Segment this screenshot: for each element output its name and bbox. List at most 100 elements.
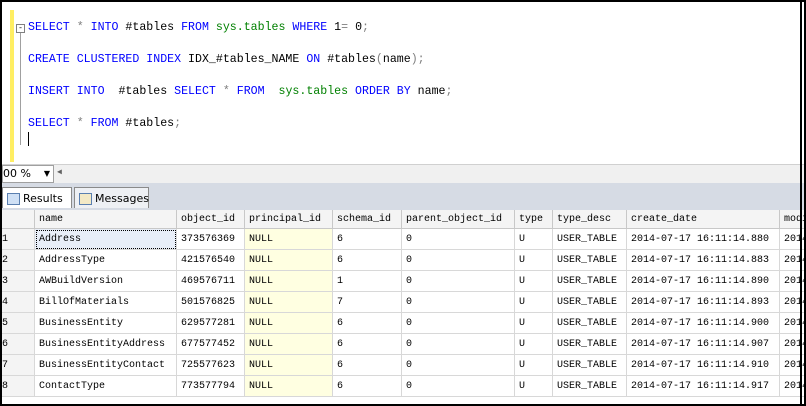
column-header[interactable]: object_id xyxy=(177,210,245,229)
grid-cell[interactable]: U xyxy=(515,250,553,271)
grid-cell[interactable]: U xyxy=(515,355,553,376)
grid-cell[interactable]: NULL xyxy=(245,250,333,271)
grid-cell[interactable]: USER_TABLE xyxy=(553,334,627,355)
grid-cell[interactable]: 2014-07-17 16:11:14.893 xyxy=(627,292,780,313)
grid-cell[interactable]: NULL xyxy=(245,292,333,313)
grid-cell[interactable]: USER_TABLE xyxy=(553,271,627,292)
grid-cell[interactable]: 629577281 xyxy=(177,313,245,334)
grid-cell[interactable]: U xyxy=(515,229,553,250)
grid-cell[interactable]: 773577794 xyxy=(177,376,245,397)
grid-cell[interactable]: 0 xyxy=(402,355,515,376)
column-header[interactable]: schema_id xyxy=(333,210,402,229)
grid-cell[interactable]: NULL xyxy=(245,376,333,397)
grid-cell[interactable]: BillOfMaterials xyxy=(35,292,177,313)
caret xyxy=(28,132,29,146)
code-token: ; xyxy=(362,21,369,34)
grid-cell[interactable]: 2014 xyxy=(780,271,804,292)
column-header[interactable]: name xyxy=(35,210,177,229)
grid-cell[interactable]: 6 xyxy=(333,334,402,355)
code-token: FROM xyxy=(90,117,126,130)
grid-cell[interactable]: 7 xyxy=(333,292,402,313)
grid-cell[interactable]: 501576825 xyxy=(177,292,245,313)
column-header[interactable]: modi xyxy=(780,210,804,229)
result-tab[interactable]: Results xyxy=(2,187,72,208)
grid-cell[interactable]: 2014-07-17 16:11:14.917 xyxy=(627,376,780,397)
grid-cell[interactable]: 6 xyxy=(333,229,402,250)
scroll-left[interactable]: ◀ xyxy=(57,168,62,177)
result-tab[interactable]: Messages xyxy=(74,187,149,208)
column-header[interactable]: create_date xyxy=(627,210,780,229)
code-token: INTO xyxy=(90,21,119,34)
grid-cell[interactable]: USER_TABLE xyxy=(553,292,627,313)
grid-cell[interactable]: BusinessEntityAddress xyxy=(35,334,177,355)
grid-cell[interactable]: USER_TABLE xyxy=(553,250,627,271)
splitter xyxy=(800,2,802,404)
outline-line xyxy=(20,33,21,145)
grid-cell[interactable]: 2014-07-17 16:11:14.907 xyxy=(627,334,780,355)
grid-cell[interactable]: 725577623 xyxy=(177,355,245,376)
grid-cell[interactable]: 2014-07-17 16:11:14.880 xyxy=(627,229,780,250)
grid-cell[interactable]: 2014 xyxy=(780,376,804,397)
column-header[interactable]: principal_id xyxy=(245,210,333,229)
grid-cell[interactable]: 6 xyxy=(333,355,402,376)
grid-cell[interactable]: U xyxy=(515,292,553,313)
grid-cell[interactable]: 6 xyxy=(333,376,402,397)
grid-cell[interactable]: 421576540 xyxy=(177,250,245,271)
grid-cell[interactable]: USER_TABLE xyxy=(553,376,627,397)
grid-cell[interactable]: NULL xyxy=(245,334,333,355)
grid-cell[interactable]: 1 xyxy=(333,271,402,292)
grid-cell[interactable]: AWBuildVersion xyxy=(35,271,177,292)
grid-cell[interactable]: 2014 xyxy=(780,292,804,313)
grid-cell[interactable]: 0 xyxy=(402,292,515,313)
grid-cell[interactable]: Address xyxy=(35,229,177,250)
grid-cell[interactable]: 2014 xyxy=(780,250,804,271)
grid-cell[interactable]: NULL xyxy=(245,271,333,292)
code-token: sys.tables xyxy=(215,21,293,34)
grid-cell[interactable]: USER_TABLE xyxy=(553,229,627,250)
tab-label: Results xyxy=(23,192,63,205)
grid-cell[interactable]: U xyxy=(515,334,553,355)
zoom-arrow[interactable]: ▼ xyxy=(43,169,50,178)
column-header[interactable]: type_desc xyxy=(553,210,627,229)
collapse-box[interactable]: - xyxy=(16,24,25,33)
grid-cell[interactable]: U xyxy=(515,271,553,292)
grid-cell[interactable]: 2014-07-17 16:11:14.900 xyxy=(627,313,780,334)
grid-cell[interactable]: 2014-07-17 16:11:14.883 xyxy=(627,250,780,271)
grid-cell[interactable]: 6 xyxy=(333,250,402,271)
grid-cell[interactable]: U xyxy=(515,376,553,397)
grid-cell[interactable]: 0 xyxy=(402,271,515,292)
tab-label: Messages xyxy=(95,192,149,205)
code-token: FROM xyxy=(236,85,272,98)
code-token: ; xyxy=(174,117,182,130)
grid-cell[interactable]: 0 xyxy=(402,334,515,355)
grid-cell[interactable]: 2014 xyxy=(780,334,804,355)
grid-cell[interactable]: USER_TABLE xyxy=(553,355,627,376)
grid-cell[interactable]: 373576369 xyxy=(177,229,245,250)
row-number: 4 xyxy=(2,292,35,313)
corner-header xyxy=(2,210,35,229)
grid-cell[interactable]: NULL xyxy=(245,313,333,334)
grid-cell[interactable]: AddressType xyxy=(35,250,177,271)
grid-cell[interactable]: ContactType xyxy=(35,376,177,397)
grid-cell[interactable]: 469576711 xyxy=(177,271,245,292)
grid-cell[interactable]: 6 xyxy=(333,313,402,334)
grid-cell[interactable]: 0 xyxy=(402,250,515,271)
grid-cell[interactable]: 0 xyxy=(402,376,515,397)
grid-cell[interactable]: 2014-07-17 16:11:14.910 xyxy=(627,355,780,376)
column-header[interactable]: parent_object_id xyxy=(402,210,515,229)
grid-cell[interactable]: BusinessEntity xyxy=(35,313,177,334)
grid-cell[interactable]: 2014 xyxy=(780,313,804,334)
zoom-box[interactable]: 00 % ▼ xyxy=(2,165,54,183)
grid-cell[interactable]: 677577452 xyxy=(177,334,245,355)
grid-cell[interactable]: NULL xyxy=(245,355,333,376)
grid-cell[interactable]: 2014 xyxy=(780,229,804,250)
grid-cell[interactable]: U xyxy=(515,313,553,334)
grid-cell[interactable]: 0 xyxy=(402,229,515,250)
grid-cell[interactable]: BusinessEntityContact xyxy=(35,355,177,376)
column-header[interactable]: type xyxy=(515,210,553,229)
grid-cell[interactable]: NULL xyxy=(245,229,333,250)
grid-cell[interactable]: 2014-07-17 16:11:14.890 xyxy=(627,271,780,292)
grid-cell[interactable]: 0 xyxy=(402,313,515,334)
grid-cell[interactable]: USER_TABLE xyxy=(553,313,627,334)
grid-cell[interactable]: 2014 xyxy=(780,355,804,376)
